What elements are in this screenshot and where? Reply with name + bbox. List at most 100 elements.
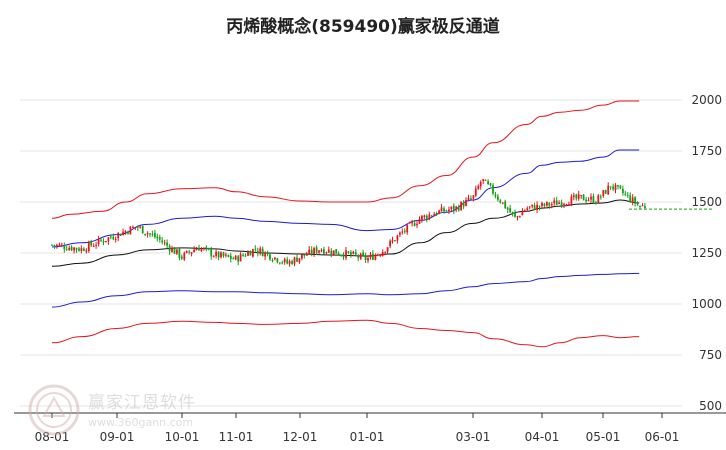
candle-body: [264, 252, 266, 257]
candle-body: [418, 219, 421, 224]
candle-body: [158, 237, 161, 240]
candle-body: [416, 223, 418, 226]
candle-body: [619, 185, 622, 189]
candle-body: [100, 239, 102, 241]
candle-body: [523, 210, 526, 212]
candle-body: [372, 253, 374, 260]
candle-body: [161, 240, 164, 243]
candle-body: [65, 249, 68, 251]
candle-body: [303, 254, 306, 256]
candle-body: [465, 199, 467, 206]
candle-body: [644, 206, 646, 208]
candle-body: [92, 245, 95, 247]
candle-body: [73, 247, 75, 251]
candle-body: [430, 215, 433, 217]
candle-body: [56, 244, 58, 246]
candle-body: [127, 231, 129, 234]
candle-body: [286, 259, 289, 264]
candle-body: [572, 195, 575, 197]
candle-body: [301, 254, 303, 259]
x-tick-label: 11-01: [219, 430, 254, 444]
candle-body: [457, 206, 460, 211]
candle-body: [146, 233, 149, 235]
candle-body: [220, 252, 222, 258]
candle-body: [501, 202, 504, 204]
candle-body: [117, 232, 120, 239]
candle-body: [296, 257, 298, 262]
candle-body: [217, 251, 220, 258]
candle-body: [171, 248, 173, 252]
chart-title: 丙烯酸概念(859490)赢家极反通道: [226, 17, 500, 37]
candle-body: [95, 244, 97, 246]
candle-body: [60, 244, 63, 246]
candle-body: [634, 197, 636, 204]
candle-body: [166, 242, 168, 246]
candle-body: [244, 255, 247, 257]
candle-body: [188, 251, 191, 253]
candle-body: [256, 250, 259, 253]
candle-body: [327, 249, 330, 253]
candle-body: [330, 250, 333, 255]
candle-body: [396, 235, 399, 241]
candle-body: [467, 197, 470, 200]
candle-body: [433, 214, 436, 217]
candle-body: [484, 179, 487, 181]
candle-body: [629, 195, 632, 202]
candle-body: [506, 207, 509, 210]
candle-body: [134, 227, 137, 229]
candle-body: [472, 195, 475, 199]
candle-body: [401, 231, 404, 233]
candle-body: [139, 226, 142, 228]
candle-body: [53, 244, 56, 246]
candle-body: [592, 196, 595, 203]
candle-body: [553, 200, 556, 204]
candle-body: [271, 260, 274, 262]
candle-body: [528, 206, 531, 208]
candle-body: [386, 247, 389, 252]
watermark-logo-icon: [28, 384, 80, 436]
candle-body: [622, 188, 624, 194]
candle-body: [337, 253, 340, 255]
candle-body: [276, 258, 279, 263]
candle-body: [550, 204, 553, 206]
candle-body: [526, 208, 529, 210]
candle-body: [477, 186, 480, 190]
candle-body: [499, 200, 502, 203]
candle-body: [308, 249, 311, 255]
candle-body: [239, 254, 242, 262]
candle-body: [560, 202, 563, 206]
candle-body: [568, 204, 570, 206]
candle-body: [154, 233, 156, 238]
candle-body: [345, 250, 347, 258]
candle-body: [173, 248, 176, 254]
candle-body: [514, 212, 516, 217]
candlesticks: [51, 179, 646, 267]
candle-body: [391, 240, 394, 242]
candle-body: [80, 248, 83, 251]
candle-body: [210, 249, 213, 257]
candle-body: [51, 244, 53, 246]
candle-body: [70, 246, 73, 251]
candle-body: [413, 222, 416, 226]
candle-body: [533, 205, 536, 210]
watermark-text: 赢家江恩软件: [88, 393, 196, 413]
lower-outer-band-line: [51, 319, 640, 348]
candle-body: [185, 250, 188, 253]
x-tick-label: 05-01: [586, 430, 621, 444]
channel-bands: [51, 100, 640, 348]
candle-body: [536, 204, 538, 210]
candle-body: [389, 240, 391, 247]
candle-body: [489, 183, 492, 186]
candle-body: [144, 233, 146, 235]
candle-body: [636, 204, 639, 206]
candle-body: [259, 248, 262, 253]
candle-body: [614, 184, 617, 190]
candle-body: [558, 202, 560, 204]
candle-body: [521, 211, 524, 216]
candle-body: [347, 251, 350, 253]
candle-body: [109, 236, 112, 238]
candle-body: [190, 252, 193, 254]
candle-body: [352, 251, 355, 254]
candle-body: [639, 206, 641, 207]
